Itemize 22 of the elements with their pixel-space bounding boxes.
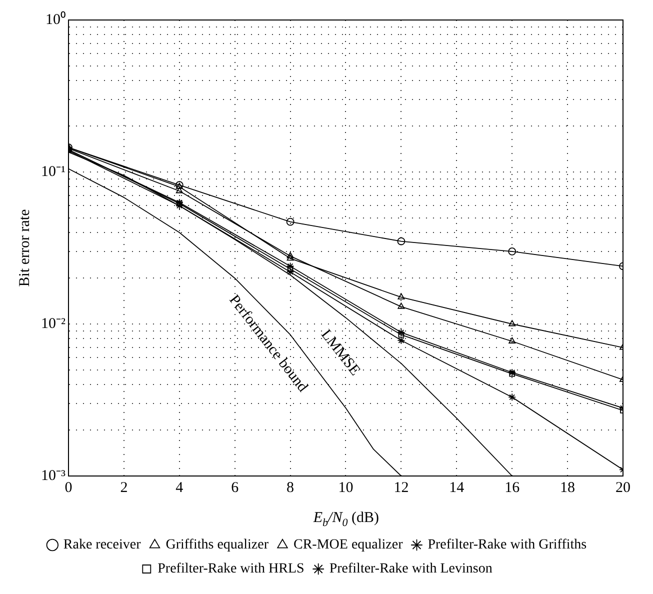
y-axis-title: Bit error rate bbox=[16, 208, 33, 287]
x-tick-label: 10 bbox=[338, 480, 354, 496]
x-tick-label: 12 bbox=[394, 480, 409, 496]
y-tick-label: 10⁻¹ bbox=[40, 164, 66, 180]
x-tick-label: 16 bbox=[504, 480, 520, 496]
x-tick-label: 4 bbox=[176, 480, 184, 496]
x-tick-label: 18 bbox=[560, 480, 576, 496]
y-tick-label: 10⁻² bbox=[40, 316, 66, 332]
x-tick-label: 6 bbox=[231, 480, 240, 496]
x-tick-label: 0 bbox=[64, 480, 72, 496]
legend-label: Prefilter-Rake with Griffiths bbox=[428, 538, 587, 553]
x-tick-label: 2 bbox=[120, 480, 128, 496]
legend-label: Rake receiver bbox=[63, 538, 142, 553]
legend-label: CR-MOE equalizer bbox=[293, 538, 404, 553]
legend-label: Griffiths equalizer bbox=[166, 538, 269, 553]
x-tick-label: 14 bbox=[449, 480, 465, 496]
legend-label: Prefilter-Rake with Levinson bbox=[329, 562, 492, 577]
y-tick-label: 10⁻³ bbox=[40, 468, 66, 484]
x-tick-label: 20 bbox=[616, 480, 630, 496]
legend-label: Prefilter-Rake with HRLS bbox=[158, 562, 304, 577]
x-tick-label: 8 bbox=[286, 480, 294, 496]
y-tick-label: 10⁰ bbox=[45, 10, 66, 28]
